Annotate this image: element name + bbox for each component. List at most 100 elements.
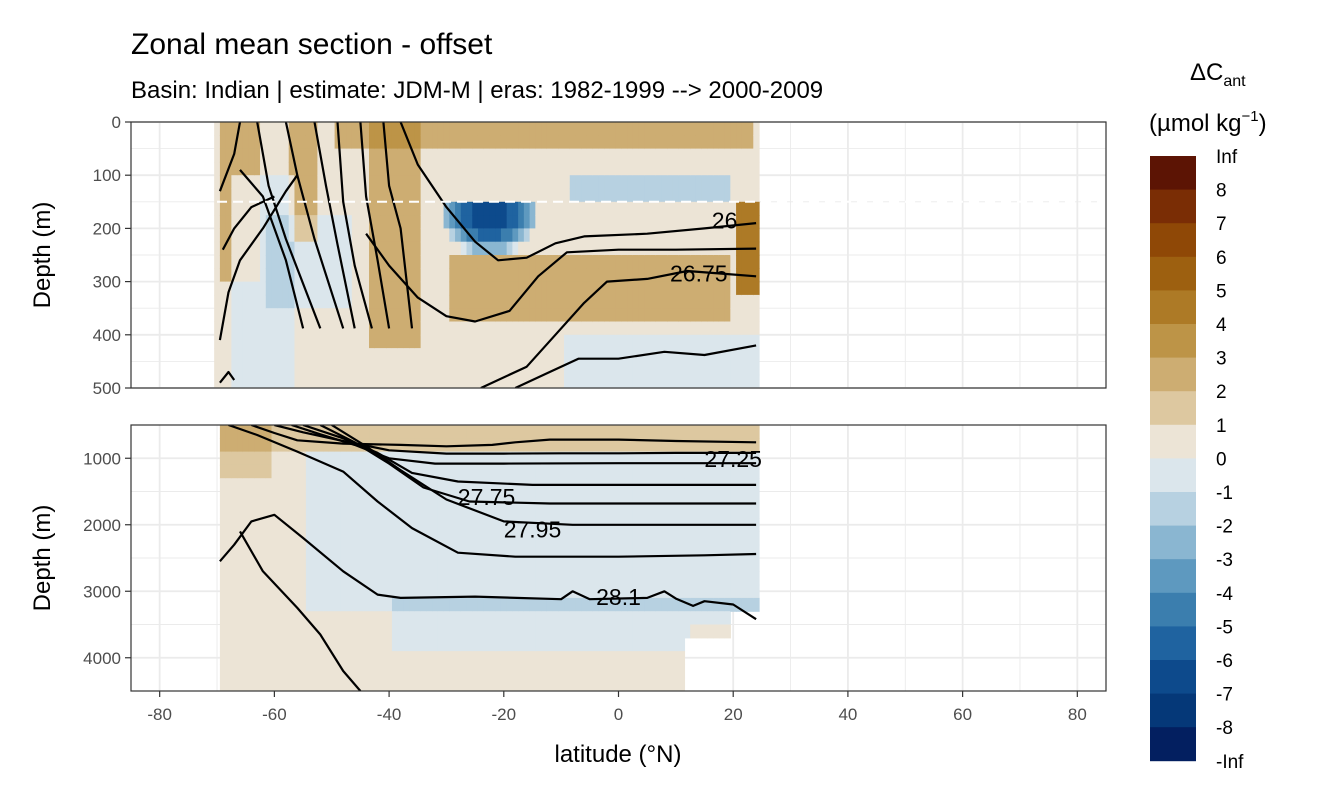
offset-cell — [391, 148, 399, 163]
offset-cell — [523, 611, 531, 626]
offset-cell — [552, 531, 559, 546]
colorbar-swatch — [1150, 525, 1196, 560]
offset-cell — [248, 677, 255, 691]
offset-cell — [667, 597, 674, 612]
offset-cell — [644, 268, 651, 283]
offset-cell — [604, 611, 611, 626]
offset-cell — [506, 188, 513, 203]
offset-cell — [351, 348, 359, 362]
offset-cell — [541, 624, 548, 639]
offset-cell — [512, 201, 519, 216]
offset-cell — [477, 558, 485, 572]
offset-cell — [237, 201, 244, 216]
colorbar-label: -8 — [1216, 718, 1233, 739]
offset-cell — [730, 334, 737, 349]
offset-cell — [254, 677, 261, 691]
offset-cell — [500, 135, 508, 150]
offset-cell — [604, 268, 611, 283]
offset-cell — [460, 558, 468, 572]
offset-cell — [655, 268, 663, 283]
offset-cell — [414, 215, 422, 229]
offset-cell — [690, 122, 697, 136]
offset-cell — [254, 175, 261, 190]
offset-cell — [747, 491, 754, 506]
offset-cell — [672, 161, 680, 176]
offset-cell — [541, 664, 548, 679]
offset-cell — [414, 611, 422, 626]
offset-cell — [518, 122, 525, 136]
offset-cell — [546, 425, 554, 439]
offset-cell — [678, 268, 686, 283]
offset-cell — [672, 451, 680, 466]
offset-cell — [437, 624, 445, 639]
offset-cell — [242, 571, 250, 586]
offset-cell — [592, 425, 600, 439]
offset-cell — [311, 348, 318, 362]
offset-cell — [420, 161, 427, 176]
offset-cell — [317, 597, 324, 612]
offset-cell — [546, 558, 554, 572]
offset-cell — [357, 268, 364, 283]
offset-cell — [627, 425, 634, 439]
offset-cell — [506, 135, 513, 150]
offset-cell — [621, 268, 628, 283]
offset-cell — [495, 374, 502, 388]
offset-cell — [277, 571, 284, 586]
offset-cell — [369, 531, 376, 546]
offset-cell — [546, 664, 554, 679]
offset-cell — [552, 175, 559, 190]
offset-cell — [294, 624, 301, 639]
offset-cell — [558, 664, 565, 679]
offset-cell — [409, 677, 416, 691]
offset-cell — [552, 308, 559, 323]
offset-cell — [323, 438, 330, 453]
offset-cell — [627, 175, 634, 190]
offset-cell — [346, 281, 353, 296]
offset-cell — [403, 478, 410, 493]
offset-cell — [724, 148, 731, 163]
offset-cell — [655, 677, 663, 691]
offset-cell — [409, 294, 416, 309]
isopycnal-line — [399, 122, 757, 262]
offset-cell — [300, 215, 307, 229]
offset-cell — [420, 241, 427, 256]
offset-cell — [650, 255, 657, 269]
offset-cell — [449, 374, 456, 388]
offset-cell — [455, 361, 462, 376]
offset-cell — [305, 637, 313, 652]
offset-cell — [672, 268, 680, 283]
offset-cell — [707, 438, 714, 453]
offset-cell — [357, 651, 364, 665]
offset-cell — [391, 334, 399, 349]
offset-cell — [495, 664, 502, 679]
offset-cell — [420, 281, 427, 296]
offset-cell — [282, 215, 290, 229]
offset-cell — [667, 571, 674, 586]
offset-cell — [552, 677, 559, 691]
offset-cell — [403, 334, 410, 349]
offset-cell — [512, 438, 519, 453]
offset-cell — [609, 558, 617, 572]
offset-cell — [231, 464, 238, 479]
offset-cell — [518, 518, 525, 532]
offset-cell — [713, 348, 720, 362]
offset-cell — [472, 451, 479, 466]
offset-cell — [437, 268, 445, 283]
offset-cell — [621, 438, 628, 453]
offset-cell — [552, 228, 559, 243]
offset-cell — [386, 637, 393, 652]
offset-cell — [265, 294, 273, 309]
offset-cell — [753, 135, 760, 150]
offset-cell — [242, 215, 250, 229]
offset-cell — [713, 597, 720, 612]
offset-cell — [449, 464, 456, 479]
offset-cell — [449, 637, 456, 652]
offset-cell — [254, 201, 261, 216]
offset-cell — [678, 544, 686, 559]
offset-cell — [650, 148, 657, 163]
offset-cell — [621, 637, 628, 652]
offset-cell — [466, 571, 473, 586]
offset-cell — [231, 135, 238, 150]
offset-cell — [363, 558, 370, 572]
